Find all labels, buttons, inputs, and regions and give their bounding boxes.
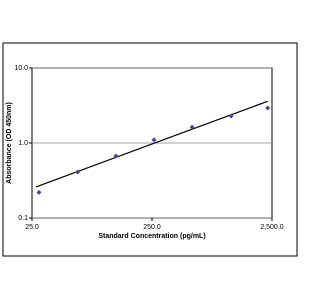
y-tick-label: 10.0 [14, 65, 28, 72]
chart-border [2, 42, 298, 257]
x-tick-label: 2,500.0 [260, 224, 283, 231]
x-tick-label: 25.0 [25, 224, 39, 231]
y-tick-label: 1.0 [18, 140, 28, 147]
data-point [36, 189, 42, 195]
data-point [265, 105, 271, 111]
y-tick-label: 0.1 [18, 215, 28, 222]
data-point [113, 153, 119, 159]
data-point [75, 169, 81, 175]
data-point [151, 137, 157, 143]
data-point [228, 113, 234, 119]
x-axis-label: Standard Concentration (pg/mL) [98, 233, 205, 240]
chart: Standard Concentration (pg/mL) Absorbanc… [2, 42, 298, 257]
x-tick-label: 250.0 [143, 224, 161, 231]
y-axis-label: Absorbance (OD 450nm) [6, 102, 13, 184]
data-point [189, 124, 195, 130]
